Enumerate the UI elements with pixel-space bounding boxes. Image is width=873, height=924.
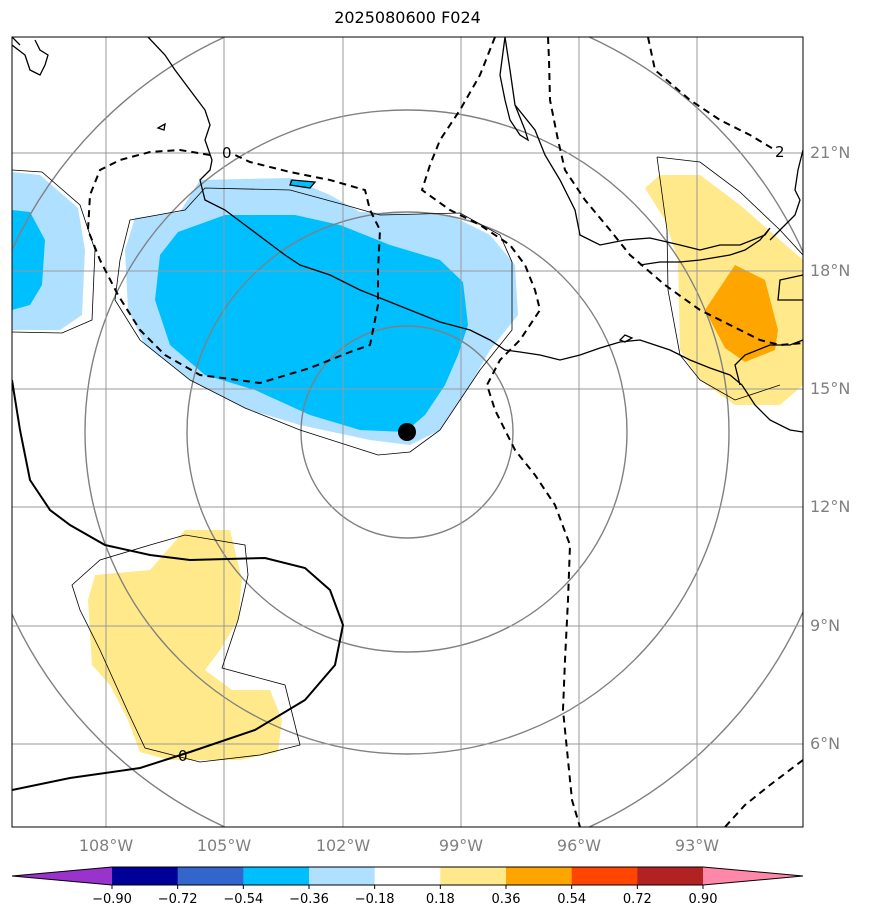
colorbar-tick-label: 0.36 — [492, 892, 521, 907]
lat-tick-6n: 6°N — [810, 734, 840, 753]
map-frame — [11, 36, 804, 828]
contour-label-two: 2 — [775, 143, 785, 161]
colorbar-tick-label: 0.90 — [689, 892, 718, 907]
colorbar-segment — [440, 867, 507, 885]
lon-tick-96w: 96°W — [557, 836, 601, 855]
colorbar — [11, 866, 804, 886]
yellow-anomaly-southwest — [88, 530, 282, 760]
lon-tick-105w: 105°W — [197, 836, 252, 855]
colorbar-tick-label: 0.54 — [557, 892, 586, 907]
lon-tick-102w: 102°W — [316, 836, 371, 855]
colorbar-segment — [309, 867, 376, 885]
colorbar-tick-label: 0.18 — [426, 892, 455, 907]
coastline — [12, 37, 803, 433]
light-blue-anomaly-west — [12, 172, 85, 330]
graticule — [12, 37, 803, 827]
colorbar-segment — [506, 867, 573, 885]
colorbar-segment — [243, 867, 310, 885]
colorbar-segment — [571, 867, 638, 885]
colorbar-tick-label: −0.18 — [355, 892, 395, 907]
contour-label-zero-south: 0 — [178, 747, 188, 765]
colorbar-tick-label: −0.54 — [223, 892, 263, 907]
colorbar-segment — [177, 867, 244, 885]
distance-rings — [12, 37, 803, 827]
lon-tick-108w: 108°W — [79, 836, 134, 855]
colorbar-segment — [112, 867, 179, 885]
solid-contour — [12, 379, 345, 791]
dashed-contours — [86, 37, 803, 827]
lat-tick-9n: 9°N — [810, 616, 840, 635]
colorbar-tick-labels: −0.90 −0.72 −0.54 −0.36 −0.18 0.18 0.36 0.54 0.7… — [92, 885, 717, 907]
colorbar-segment — [637, 867, 704, 885]
colorbar-segment — [374, 867, 441, 885]
lat-tick-18n: 18°N — [810, 261, 850, 280]
colorbar-tick-label: 0.72 — [623, 892, 652, 907]
map-title: 2025080600 F024 — [334, 8, 481, 27]
colorbar-extend-low — [12, 867, 112, 885]
colorbar-tick-label: −0.90 — [92, 892, 132, 907]
lon-tick-99w: 99°W — [439, 836, 483, 855]
storm-center-marker — [398, 423, 416, 441]
lon-tick-93w: 93°W — [675, 836, 719, 855]
contour-label-zero-north: 0 — [222, 144, 232, 162]
lat-tick-12n: 12°N — [810, 497, 850, 516]
lat-tick-15n: 15°N — [810, 379, 850, 398]
colorbar-tick-label: −0.72 — [158, 892, 198, 907]
lat-tick-21n: 21°N — [810, 143, 850, 162]
colorbar-extend-high — [703, 867, 803, 885]
colorbar-tick-label: −0.36 — [289, 892, 329, 907]
